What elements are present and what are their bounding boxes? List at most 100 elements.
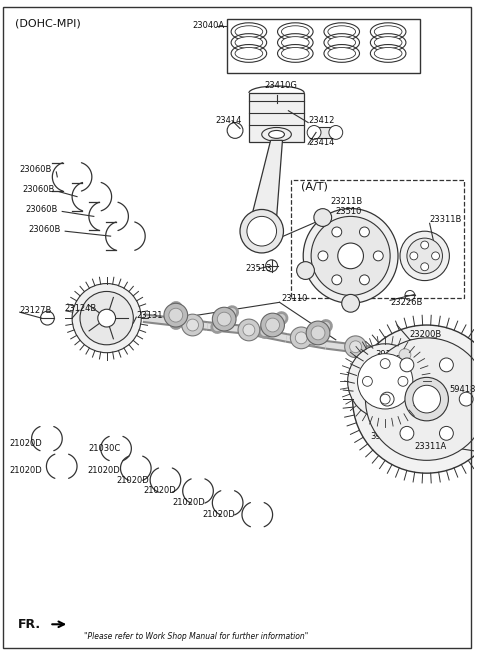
Bar	[249, 93, 304, 142]
Circle shape	[407, 238, 443, 274]
Circle shape	[290, 327, 312, 348]
Circle shape	[164, 303, 188, 327]
Circle shape	[265, 318, 279, 332]
Text: 59418: 59418	[449, 384, 476, 394]
Circle shape	[307, 126, 321, 140]
Circle shape	[432, 252, 440, 260]
Text: 21020D: 21020D	[203, 510, 235, 519]
Text: 23060B: 23060B	[23, 185, 55, 195]
Text: 39190A: 39190A	[375, 350, 408, 359]
Text: 23311A: 23311A	[415, 442, 447, 451]
Circle shape	[349, 341, 361, 352]
Circle shape	[373, 251, 383, 261]
Text: "Please refer to Work Shop Manual for further information": "Please refer to Work Shop Manual for fu…	[84, 631, 308, 641]
Circle shape	[311, 326, 325, 340]
Circle shape	[413, 385, 441, 413]
Circle shape	[380, 392, 394, 406]
Ellipse shape	[235, 48, 263, 60]
Ellipse shape	[328, 26, 356, 37]
Circle shape	[329, 126, 343, 140]
Ellipse shape	[262, 128, 291, 141]
Circle shape	[365, 338, 480, 460]
Ellipse shape	[269, 130, 285, 138]
Bar	[314, 126, 336, 138]
Circle shape	[227, 122, 243, 138]
Text: 21020D: 21020D	[87, 466, 120, 475]
Circle shape	[459, 392, 473, 406]
Circle shape	[348, 344, 423, 419]
Ellipse shape	[374, 37, 402, 48]
Circle shape	[80, 291, 133, 345]
Circle shape	[360, 275, 370, 285]
Text: 23060B: 23060B	[20, 166, 52, 174]
Circle shape	[240, 210, 284, 253]
Ellipse shape	[235, 37, 263, 48]
Circle shape	[353, 325, 480, 473]
Circle shape	[72, 284, 141, 352]
Circle shape	[295, 332, 307, 344]
Ellipse shape	[374, 48, 402, 60]
Text: 23513: 23513	[245, 264, 271, 273]
Circle shape	[332, 227, 342, 237]
Circle shape	[306, 321, 330, 345]
Circle shape	[400, 231, 449, 280]
Circle shape	[342, 294, 360, 312]
Ellipse shape	[281, 37, 309, 48]
Text: 23040A: 23040A	[192, 21, 225, 30]
Text: 23211B: 23211B	[331, 197, 363, 206]
Circle shape	[40, 311, 54, 325]
Circle shape	[421, 241, 429, 249]
Text: 21020D: 21020D	[10, 439, 43, 448]
Text: 23212: 23212	[375, 355, 402, 364]
Text: 21030C: 21030C	[89, 444, 121, 453]
Circle shape	[405, 290, 415, 301]
Circle shape	[360, 227, 370, 237]
Text: 23124B: 23124B	[64, 304, 96, 312]
Text: 39191: 39191	[371, 432, 397, 441]
Circle shape	[380, 358, 390, 369]
Circle shape	[440, 358, 453, 372]
Ellipse shape	[328, 37, 356, 48]
Circle shape	[314, 209, 332, 227]
Ellipse shape	[235, 26, 263, 37]
Circle shape	[345, 336, 366, 358]
Circle shape	[98, 309, 116, 327]
Circle shape	[217, 312, 231, 326]
Text: 23414: 23414	[216, 116, 242, 125]
Bar	[227, 19, 420, 73]
Circle shape	[318, 251, 328, 261]
Text: FR.: FR.	[18, 618, 41, 631]
Circle shape	[399, 348, 411, 361]
Text: 23131: 23131	[136, 310, 163, 320]
Ellipse shape	[281, 48, 309, 60]
Circle shape	[374, 418, 386, 430]
Text: 21020D: 21020D	[173, 498, 205, 508]
Circle shape	[261, 313, 285, 337]
Circle shape	[410, 252, 418, 260]
Bar	[291, 180, 464, 299]
Text: 23510: 23510	[336, 207, 362, 216]
Circle shape	[338, 243, 363, 269]
Text: (A/T): (A/T)	[301, 181, 328, 192]
Text: 23412: 23412	[308, 116, 335, 125]
Circle shape	[362, 377, 372, 386]
Circle shape	[380, 394, 390, 404]
Text: 21020D: 21020D	[143, 487, 176, 495]
Text: 23410G: 23410G	[264, 81, 298, 90]
Ellipse shape	[328, 48, 356, 60]
Circle shape	[400, 358, 414, 372]
Circle shape	[311, 216, 390, 295]
Text: 23226B: 23226B	[390, 298, 422, 307]
Circle shape	[440, 426, 453, 440]
Circle shape	[303, 208, 398, 303]
Circle shape	[265, 260, 277, 272]
Text: 23060B: 23060B	[29, 225, 61, 234]
Circle shape	[394, 344, 416, 365]
Circle shape	[405, 377, 448, 421]
Text: 21020D: 21020D	[10, 466, 43, 475]
Circle shape	[187, 319, 199, 331]
Ellipse shape	[281, 26, 309, 37]
Text: 21020D: 21020D	[117, 476, 149, 485]
Polygon shape	[248, 140, 282, 231]
Text: 23200B: 23200B	[410, 330, 442, 339]
